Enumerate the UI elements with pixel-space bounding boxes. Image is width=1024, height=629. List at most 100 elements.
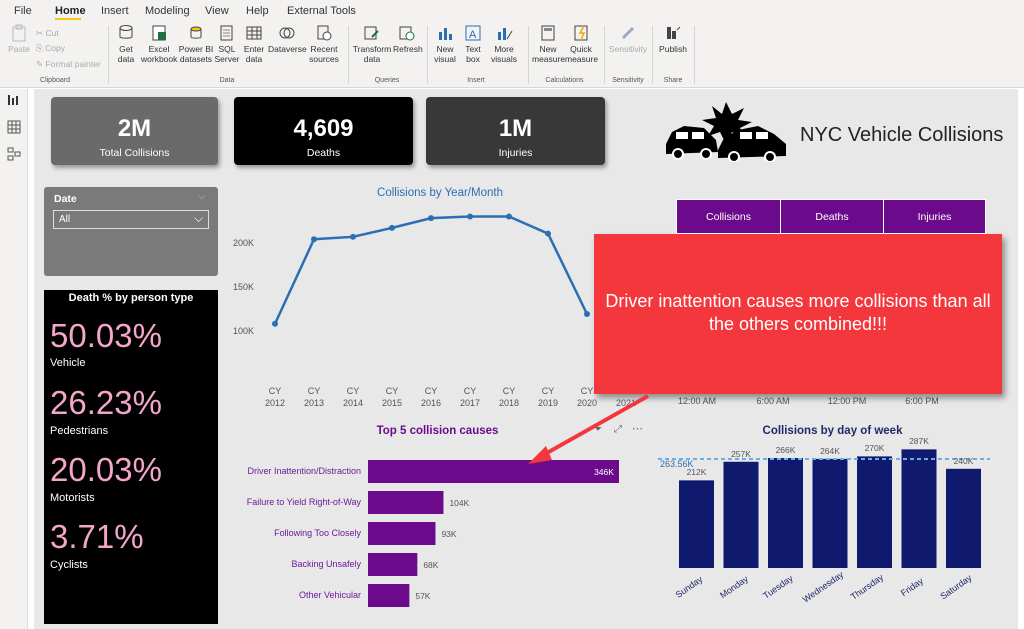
x-tick-label: CY 2013 — [303, 386, 325, 408]
cause-label: Failure to Yield Right-of-Way — [246, 497, 361, 507]
data-view-icon[interactable] — [7, 120, 21, 134]
x-tick-label: CY 2018 — [498, 386, 520, 408]
sensitivity-icon — [621, 26, 635, 40]
car-crash-logo — [666, 102, 786, 162]
enter-data-button[interactable]: Enter data — [241, 24, 267, 64]
tab-deaths[interactable]: Deaths — [780, 199, 884, 234]
cut-button[interactable]: ✂ Cut — [36, 28, 59, 38]
x-tick-label: CY 2012 — [264, 386, 286, 408]
refresh-icon — [399, 26, 415, 41]
pct-vehicle-label: Vehicle — [50, 357, 86, 369]
ribbon: Paste ✂ Cut ⎘ Copy ✎ Format painter Clip… — [0, 22, 1024, 88]
excel-icon — [152, 25, 166, 41]
pct-motorists-label: Motorists — [50, 492, 95, 504]
menu-insert[interactable]: Insert — [101, 5, 129, 17]
kpi-value: 1M — [498, 115, 533, 142]
pct-vehicle-value: 50.03% — [50, 317, 162, 354]
chevron-down-icon: ⌵ — [194, 211, 204, 225]
dataverse-icon — [279, 27, 295, 39]
text-box-button[interactable]: A Text box — [460, 24, 486, 64]
kpi-value: 2M — [117, 115, 152, 142]
datasets-icon — [190, 26, 202, 39]
get-data-button[interactable]: Get data — [112, 24, 140, 64]
cause-value-label: 68K — [423, 560, 439, 570]
power-bi-datasets-button[interactable]: Power BI datasets — [178, 24, 214, 64]
slicer-dropdown[interactable]: All ⌵ — [53, 210, 209, 229]
quick-measure-button[interactable]: Quick measure — [565, 24, 598, 64]
y-tick-label: 200K — [232, 238, 254, 248]
publish-icon — [667, 26, 681, 39]
new-measure-button[interactable]: New measure — [532, 24, 565, 64]
new-visual-button[interactable]: New visual — [431, 24, 459, 64]
focus-mode-icon[interactable]: ⤢ — [614, 424, 622, 435]
filter-icon[interactable]: ⏷ — [594, 424, 602, 435]
cause-label: Driver Inattention/Distraction — [247, 466, 361, 476]
x-tick-label: CY 2015 — [381, 386, 403, 408]
table-icon — [246, 26, 262, 40]
callout-text: Driver inattention causes more collision… — [605, 291, 991, 334]
view-rail — [0, 89, 28, 629]
chevron-down-icon: ⌵ — [198, 191, 206, 202]
excel-workbook-button[interactable]: Excel workbook — [141, 24, 177, 64]
hour-label: 6:00 AM — [756, 396, 790, 406]
sql-server-button[interactable]: SQL Server — [214, 24, 240, 64]
sensitivity-group-label: Sensitivity — [612, 77, 644, 84]
menu-modeling[interactable]: Modeling — [145, 5, 190, 17]
menu-home[interactable]: Home — [55, 5, 86, 17]
database-icon — [119, 25, 133, 39]
more-visuals-icon — [498, 28, 513, 40]
quick-measure-icon — [574, 25, 588, 41]
format-painter-button[interactable]: ✎ Format painter — [36, 59, 101, 69]
calculations-group-label: Calculations — [545, 77, 584, 84]
publish-button[interactable]: Publish — [656, 24, 690, 54]
death-pct-panel: Death % by person type — [44, 290, 218, 624]
x-tick-label: CY 2017 — [459, 386, 481, 408]
col-chart-title: Collisions by day of week — [762, 425, 903, 437]
sql-icon — [220, 25, 233, 41]
kpi-total-collisions[interactable]: 2M Total Collisions — [51, 97, 218, 165]
day-value-label: 266K — [775, 445, 796, 456]
calculator-icon — [541, 25, 555, 41]
day-value-label: 240K — [953, 455, 974, 466]
paste-button[interactable]: Paste — [6, 24, 32, 54]
tab-collisions[interactable]: Collisions — [676, 199, 781, 234]
y-tick-label: 100K — [232, 326, 254, 336]
kpi-label: Deaths — [306, 147, 341, 159]
svg-text:A: A — [469, 29, 477, 41]
hour-label: 12:00 AM — [677, 396, 717, 406]
cause-label: Other Vehicular — [298, 590, 361, 600]
bar-chart-title: Top 5 collision causes — [376, 425, 499, 437]
pct-pedestrians-value: 26.23% — [50, 384, 162, 421]
dataverse-button[interactable]: Dataverse — [268, 24, 307, 54]
sensitivity-button[interactable]: Sensitivity — [608, 24, 648, 54]
text-box-icon: A — [465, 25, 481, 41]
recent-sources-button[interactable]: Recent sources — [306, 24, 342, 64]
copy-button[interactable]: ⎘ Copy — [36, 43, 66, 53]
x-tick-label: CY 2019 — [537, 386, 559, 408]
menu-help[interactable]: Help — [246, 5, 269, 17]
more-visuals-button[interactable]: More visuals — [487, 24, 521, 64]
transform-data-button[interactable]: Transform data — [352, 24, 392, 64]
menu-view[interactable]: View — [205, 5, 229, 17]
menu-external-tools[interactable]: External Tools — [287, 5, 356, 17]
tab-injuries[interactable]: Injuries — [883, 199, 986, 234]
report-title: NYC Vehicle Collisions — [800, 124, 1004, 146]
menu-bar: File Home Insert Modeling View Help Exte… — [0, 0, 1024, 22]
insert-group-label: Insert — [467, 77, 485, 84]
model-view-icon[interactable] — [7, 147, 21, 161]
refresh-button[interactable]: Refresh — [393, 24, 423, 54]
cause-value-label: 104K — [449, 498, 470, 508]
report-view-icon[interactable] — [7, 93, 21, 107]
callout-arrow — [528, 394, 649, 464]
kpi-deaths[interactable]: 4,609 Deaths — [234, 97, 413, 165]
cause-value-label: 57K — [415, 591, 431, 601]
kpi-label: Total Collisions — [99, 147, 170, 159]
pct-pedestrians-label: Pedestrians — [50, 425, 109, 437]
more-options-icon[interactable]: ⋯ — [632, 423, 643, 435]
hour-label: 6:00 PM — [905, 396, 939, 406]
y-tick-label: 150K — [232, 282, 254, 292]
date-slicer: Date ⌵ All ⌵ — [44, 187, 218, 276]
queries-group-label: Queries — [374, 77, 400, 84]
kpi-injuries[interactable]: 1M Injuries — [426, 97, 605, 165]
menu-file[interactable]: File — [14, 5, 32, 17]
